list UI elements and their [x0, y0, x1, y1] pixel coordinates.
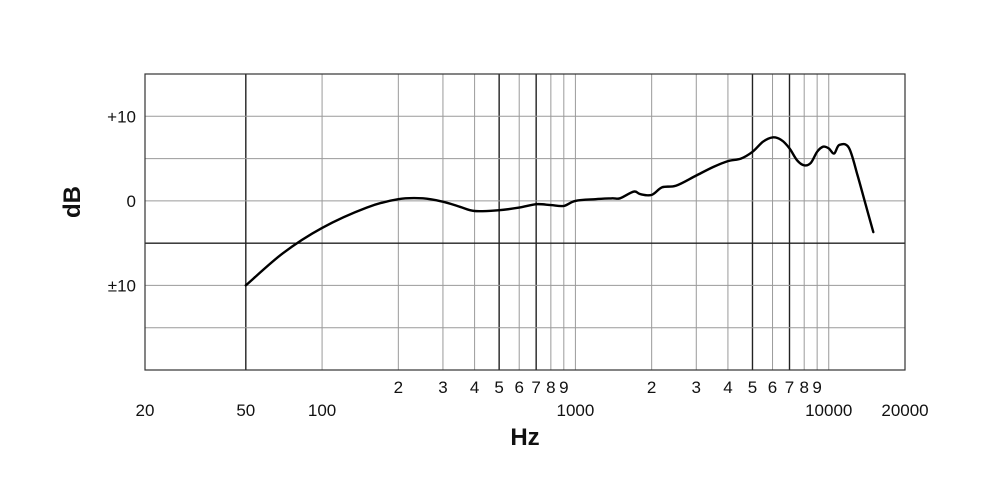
x-tick-label: 8	[799, 378, 808, 397]
x-tick-label: 3	[438, 378, 447, 397]
x-tick-label: 9	[559, 378, 568, 397]
response-curve	[244, 136, 875, 287]
plot-frame	[144, 73, 906, 371]
x-tick-label: 1000	[556, 401, 594, 420]
x-tick-label: 50	[236, 401, 255, 420]
y-tick-label: ±10	[108, 276, 136, 295]
y-tick-label: 0	[127, 192, 136, 211]
vertical-gridlines	[245, 74, 830, 370]
x-tick-label: 3	[692, 378, 701, 397]
x-tick-label: 7	[785, 378, 794, 397]
y-tick-labels: +10 0 ±10	[107, 107, 136, 295]
x-tick-label: 20	[136, 401, 155, 420]
x-tick-label: 4	[723, 378, 732, 397]
x-tick-label: 20000	[881, 401, 928, 420]
x-tick-label: 6	[768, 378, 777, 397]
x-tick-label: 10000	[805, 401, 852, 420]
horizontal-gridlines	[145, 115, 905, 329]
x-tick-labels: 2 3 4 5 6 7 8 9 2 3 4 5 6 7 8 920 50 100 1000 10000 20000	[136, 378, 929, 420]
x-tick-label: 9	[812, 378, 821, 397]
x-tick-label: 100	[308, 401, 336, 420]
x-tick-label: 8	[546, 378, 555, 397]
x-tick-label: 7	[531, 378, 540, 397]
y-axis-title: dB	[59, 186, 86, 218]
x-tick-label: 5	[494, 378, 503, 397]
x-tick-label: 2	[394, 378, 403, 397]
x-tick-label: 5	[748, 378, 757, 397]
x-axis-title: Hz	[510, 424, 539, 451]
x-tick-label: 2	[647, 378, 656, 397]
y-tick-label: +10	[107, 107, 136, 126]
x-tick-label: 6	[514, 378, 523, 397]
x-tick-label: 4	[470, 378, 479, 397]
